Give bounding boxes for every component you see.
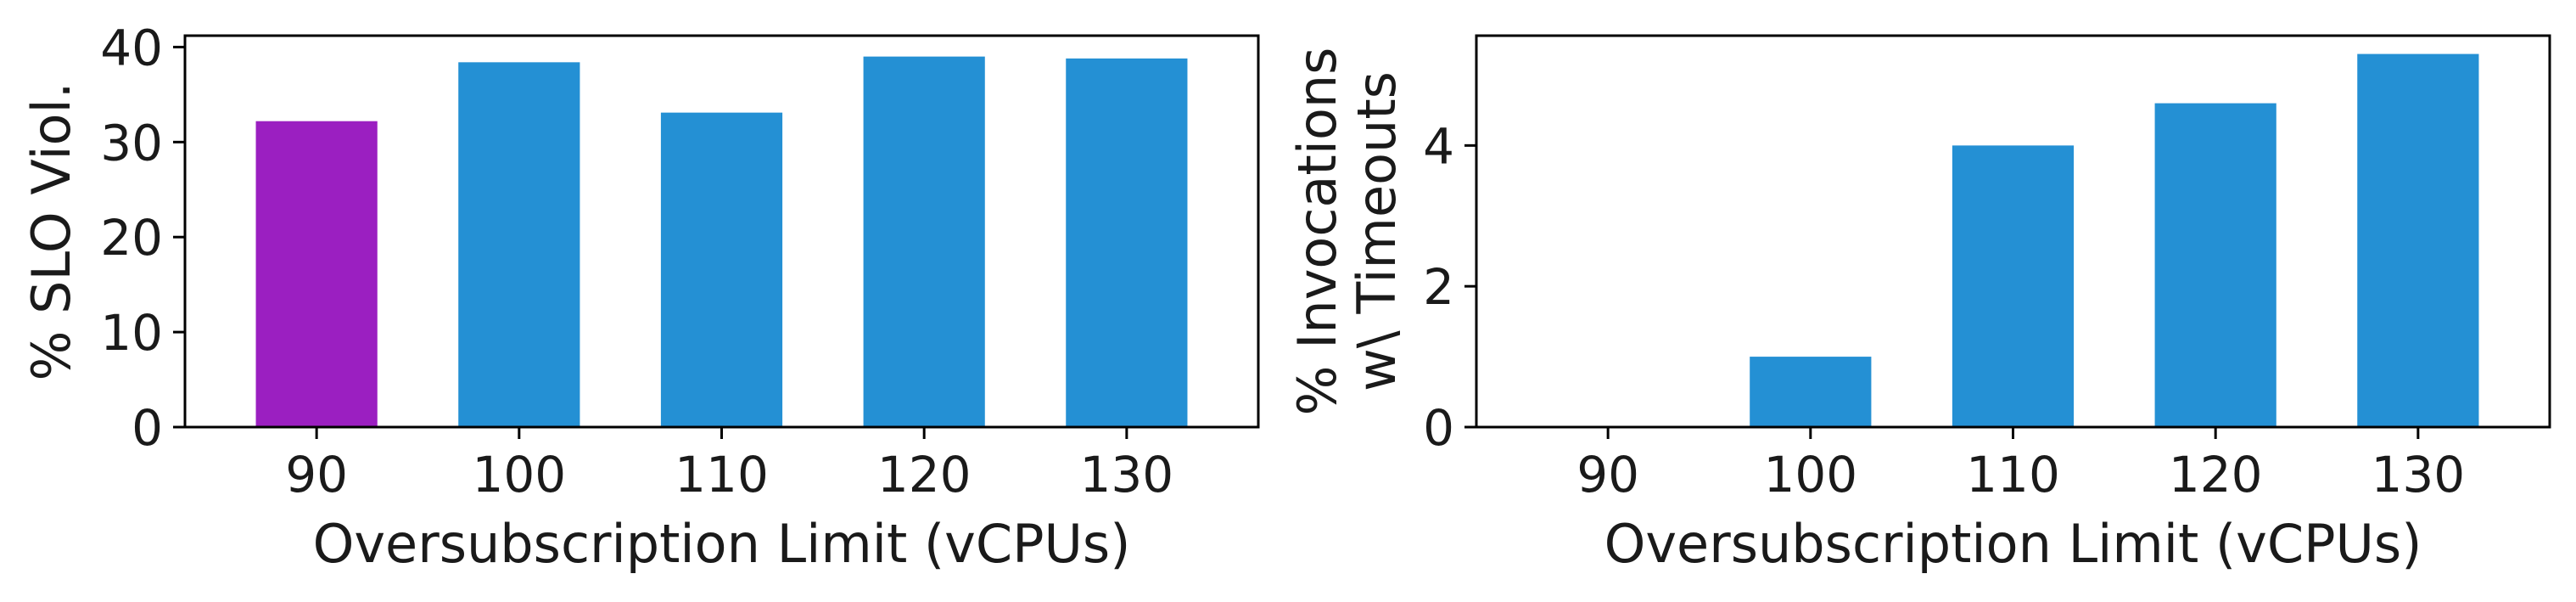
chart-panel-2: 90 100 110 120 130 0 2 4 Oversubscription Limit … (1286, 34, 2551, 575)
bar-100 (458, 62, 580, 428)
bar-100 (1750, 357, 1872, 427)
x-tick-label: 90 (1576, 446, 1639, 504)
x-tick-label: 130 (2371, 446, 2465, 504)
x-tick-label: 120 (2169, 446, 2263, 504)
x-tick-label: 100 (472, 446, 566, 504)
y-axis-label: % Invocations (1286, 48, 1348, 416)
bar-110 (1952, 145, 2075, 427)
chart-panel-1: 90 100 110 120 130 0 10 20 30 40 Oversubscription … (20, 19, 1260, 575)
bar-130 (2357, 53, 2479, 427)
x-axis-label: Oversubscription Limit (vCPUs) (313, 513, 1131, 575)
y-tick-label: 30 (100, 114, 163, 172)
y-axis-label: % SLO Viol. (20, 82, 82, 381)
bar-120 (863, 56, 985, 427)
x-axis-label: Oversubscription Limit (vCPUs) (1604, 513, 2422, 575)
x-tick-label: 100 (1763, 446, 1857, 504)
bar-90 (255, 121, 378, 427)
y-tick-label: 10 (100, 304, 163, 362)
y-tick-label: 40 (100, 19, 163, 76)
bar-110 (660, 112, 783, 428)
bar-120 (2154, 103, 2276, 428)
y-tick-label: 4 (1423, 117, 1454, 175)
y-axis-label: w\ Timeouts (1346, 71, 1408, 391)
x-tick-label: 110 (1966, 446, 2060, 504)
y-tick-label: 0 (132, 399, 163, 457)
y-tick-label: 20 (100, 209, 163, 267)
bar-130 (1066, 58, 1188, 427)
x-tick-label: 110 (675, 446, 769, 504)
x-tick-label: 90 (285, 446, 348, 504)
x-tick-label: 120 (877, 446, 972, 504)
y-tick-label: 0 (1423, 399, 1454, 457)
y-tick-label: 2 (1423, 258, 1454, 316)
x-tick-label: 130 (1079, 446, 1173, 504)
